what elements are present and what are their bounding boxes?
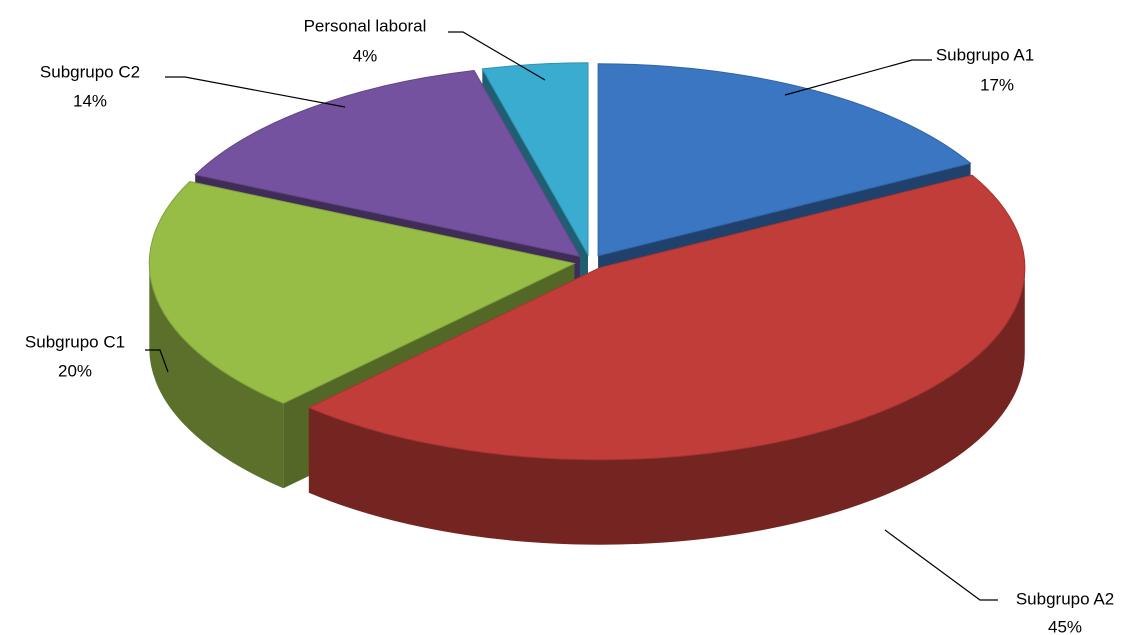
slice — [148, 181, 576, 404]
slice-value-label: 20% — [58, 361, 92, 380]
slice-label: Subgrupo A1 — [936, 45, 1034, 64]
slice-value-label: 17% — [980, 75, 1014, 94]
slice-side — [308, 267, 1025, 545]
slice-label: Personal laboral — [304, 16, 427, 35]
slice — [307, 174, 1026, 461]
leader-line — [165, 76, 346, 108]
slice-side — [149, 263, 284, 489]
slice — [597, 63, 972, 257]
slice-value-label: 4% — [353, 46, 378, 65]
leader-line — [145, 349, 169, 373]
leader-line — [784, 59, 932, 96]
leader-line — [884, 529, 998, 601]
slice — [194, 69, 581, 258]
slice-label: Subgrupo C2 — [40, 62, 140, 81]
slice-label: Subgrupo A2 — [1016, 589, 1114, 608]
leader-line — [448, 31, 546, 81]
pie — [148, 62, 1026, 545]
slice — [481, 62, 589, 257]
labels: Subgrupo A1 17% Subgrupo A2 45% Subgrupo C1 2… — [25, 16, 1114, 635]
slice-value-label: 14% — [73, 91, 107, 110]
slice-value-label: 45% — [1048, 617, 1082, 635]
slice-label: Subgrupo C1 — [25, 332, 125, 351]
